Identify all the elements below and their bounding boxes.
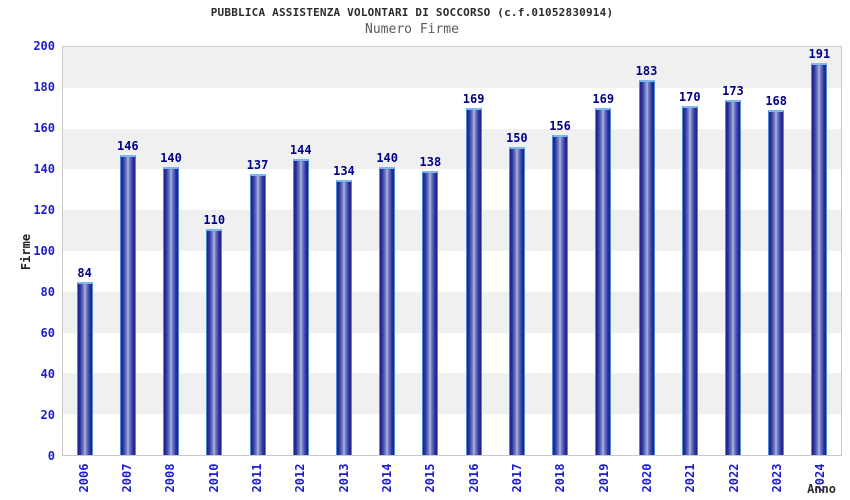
bar-value-label: 173	[722, 84, 744, 99]
bar-value-label: 156	[549, 118, 571, 133]
y-axis: 200 180 160 140 120 100 80 60 40 20 0	[0, 39, 55, 463]
grid-band	[63, 169, 841, 211]
x-tick-label: 2006	[76, 463, 91, 493]
bar-2021	[681, 106, 698, 455]
grid-band	[63, 47, 841, 88]
y-tick-label: 160	[33, 121, 55, 135]
x-tick-label: 2023	[770, 463, 784, 493]
y-tick-label: 20	[40, 408, 55, 422]
x-tick-label: 2007	[119, 463, 134, 493]
bar-2017	[508, 147, 525, 455]
y-tick-label: 60	[40, 326, 55, 340]
x-tick-label: 2012	[293, 463, 308, 493]
x-tick-label: 2020	[640, 463, 654, 493]
bar-value-label: 146	[116, 139, 139, 154]
chart-title: PUBBLICA ASSISTENZA VOLONTARI DI SOCCORS…	[210, 6, 614, 19]
bar-2013	[335, 179, 352, 455]
bar-2024	[811, 63, 828, 455]
x-tick-label: 2015	[423, 463, 438, 493]
x-tick-label: 2010	[206, 463, 221, 493]
grid-band	[63, 291, 841, 333]
grid-band	[63, 332, 841, 374]
x-tick-label: 2011	[250, 463, 264, 493]
y-tick-label: 200	[33, 39, 55, 53]
x-tick-label: 2018	[553, 463, 568, 493]
bar-value-label: 137	[246, 157, 269, 172]
grid-band	[63, 414, 841, 455]
bar-2018	[552, 134, 569, 455]
bar-value-label: 138	[419, 155, 442, 170]
bar-value-label: 191	[808, 47, 831, 62]
x-tick-label: 2017	[510, 463, 524, 493]
bar-value-label: 169	[462, 92, 485, 107]
x-axis: 2006 2007 2008 2010 2011 2012 2013 2014 2015 2016…	[62, 457, 842, 500]
plot-area: 84 146 140 110 137 144 134 140 138 169 150 156 169 18…	[62, 46, 842, 456]
bar-value-label: 183	[635, 63, 658, 78]
y-tick-label: 180	[33, 80, 55, 94]
grid-band	[63, 128, 841, 170]
grid-band	[63, 87, 841, 129]
bar-2010	[206, 228, 223, 455]
bar-value-label: 170	[678, 90, 701, 105]
bar-value-label: 144	[289, 143, 312, 158]
x-tick-label: 2008	[163, 463, 178, 493]
bar-value-label: 150	[505, 131, 528, 145]
bar-value-label: 84	[77, 265, 92, 280]
bar-2023	[768, 110, 785, 455]
bar-2011	[249, 173, 266, 455]
x-tick-label: 2016	[466, 463, 481, 493]
bar-value-label: 169	[592, 92, 615, 107]
bar-2020	[638, 79, 655, 455]
grid-band	[63, 251, 841, 292]
chart-subtitle: Numero Firme	[365, 22, 459, 37]
y-tick-label: 140	[33, 162, 55, 176]
bar-value-label: 140	[160, 151, 182, 166]
y-tick-label: 40	[40, 367, 55, 381]
bar-value-label: 134	[333, 163, 355, 178]
bar-2012	[292, 159, 309, 455]
bar-value-label: 168	[765, 94, 787, 109]
bar-2008	[163, 167, 180, 455]
x-tick-label: 2013	[336, 463, 351, 493]
bar-2015	[422, 171, 439, 455]
y-tick-label: 0	[47, 449, 55, 463]
x-axis-title: Anno	[807, 482, 836, 496]
y-tick-label: 100	[33, 244, 55, 258]
grid-band	[63, 210, 841, 251]
y-tick-label: 80	[40, 285, 55, 299]
grid-band	[63, 373, 841, 415]
bar-2016	[465, 108, 482, 455]
x-tick-label: 2021	[683, 463, 698, 493]
bar-value-label: 110	[203, 212, 226, 227]
x-tick-label: 2019	[596, 463, 611, 493]
y-tick-label: 120	[33, 203, 55, 217]
x-tick-label: 2014	[380, 463, 394, 493]
bar-2019	[595, 108, 612, 455]
bar-2006	[76, 281, 93, 455]
bar-value-label: 140	[376, 151, 398, 166]
bar-2022	[724, 100, 741, 455]
bar-2007	[119, 155, 136, 455]
bar-2014	[379, 167, 396, 455]
x-tick-label: 2022	[726, 463, 741, 493]
